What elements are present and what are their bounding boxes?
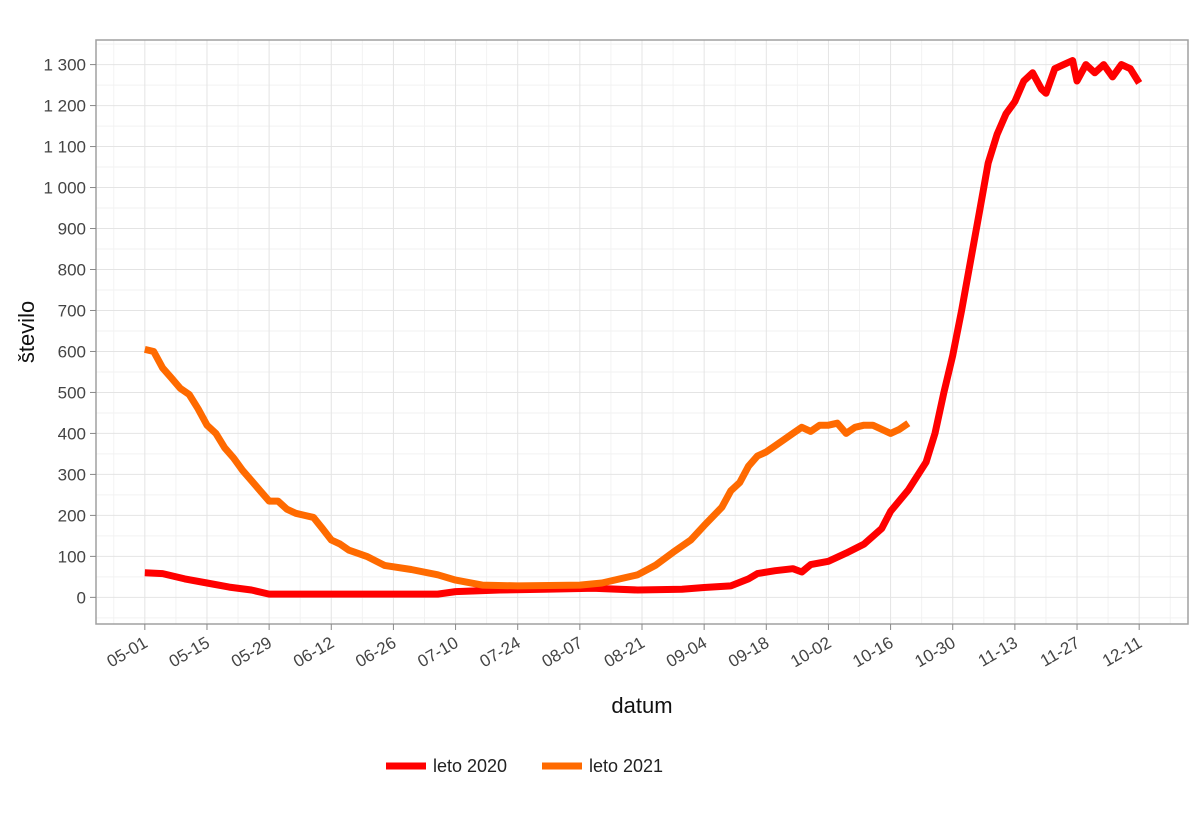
grid-lines xyxy=(96,40,1188,624)
y-tick-label: 200 xyxy=(58,506,86,525)
x-tick-label: 08-07 xyxy=(539,633,586,671)
series-layer xyxy=(143,57,1143,598)
y-tick-label: 400 xyxy=(58,424,86,443)
y-axis: 0 100 200 300 400 500 600 700 800 900 1 000 1 100 1 … xyxy=(43,56,96,607)
x-tick-label: 11-13 xyxy=(975,633,1021,671)
x-tick-label: 05-29 xyxy=(228,633,275,671)
x-tick-label: 10-30 xyxy=(912,633,959,671)
x-tick-label: 09-04 xyxy=(663,633,710,671)
series-line-leto-2020 xyxy=(144,57,1143,598)
y-tick-label: 300 xyxy=(58,465,86,484)
y-tick-label: 700 xyxy=(58,301,86,320)
y-tick-label: 1 300 xyxy=(43,56,86,75)
y-tick-label: 1 200 xyxy=(43,97,86,116)
x-axis-title: datum xyxy=(611,693,672,718)
x-tick-label: 05-01 xyxy=(104,633,151,671)
y-tick-label: 900 xyxy=(58,220,86,239)
y-tick-label: 1 000 xyxy=(43,179,86,198)
x-axis: 05-01 05-15 05-29 06-12 06-26 07-10 07-24 08-07… xyxy=(104,624,1145,671)
y-axis-title: število xyxy=(14,301,39,363)
y-tick-label: 100 xyxy=(58,547,86,566)
x-tick-label: 10-16 xyxy=(849,633,896,671)
x-tick-label: 06-26 xyxy=(352,633,399,671)
x-tick-label: 10-02 xyxy=(787,633,834,671)
y-tick-label: 800 xyxy=(58,261,86,280)
x-tick-label: 07-10 xyxy=(414,633,461,671)
y-tick-label: 500 xyxy=(58,383,86,402)
y-tick-label: 600 xyxy=(58,342,86,361)
legend-label: leto 2020 xyxy=(433,756,507,776)
x-tick-label: 06-12 xyxy=(290,633,337,671)
y-tick-label: 0 xyxy=(77,588,86,607)
legend: leto 2020 leto 2021 xyxy=(386,756,663,776)
x-tick-label: 05-15 xyxy=(166,633,213,671)
x-tick-label: 08-21 xyxy=(601,633,648,671)
x-tick-label: 09-18 xyxy=(725,633,772,671)
legend-label: leto 2021 xyxy=(589,756,663,776)
y-tick-label: 1 100 xyxy=(43,138,86,157)
x-tick-label: 11-27 xyxy=(1037,633,1083,671)
x-tick-label: 07-24 xyxy=(477,633,524,671)
series-line-leto-2021 xyxy=(143,345,911,590)
x-tick-label: 12-11 xyxy=(1099,633,1145,671)
